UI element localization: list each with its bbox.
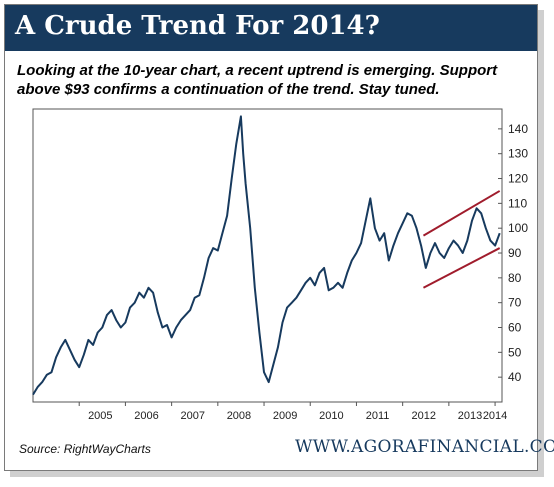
x-tick-label: 2006: [134, 410, 158, 422]
trend-channel: [422, 190, 501, 289]
price-chart: 2005 2006 2007 2008 2009 2010 2011 2012 2013 2014…: [32, 108, 528, 422]
trend-channel-lower-line: [422, 247, 501, 289]
y-tick-label: 110: [508, 196, 527, 210]
chart-title: A Crude Trend For 2014?: [15, 11, 380, 41]
title-bar: A Crude Trend For 2014?: [5, 5, 537, 51]
website-link[interactable]: WWW.AGORAFINANCIAL.COM: [295, 437, 554, 457]
chart-card: A Crude Trend For 2014? Looking at the 1…: [4, 4, 554, 471]
x-tick-label: 2008: [227, 410, 251, 422]
x-tick-label: 2007: [180, 410, 204, 422]
x-tick-label: 2011: [366, 410, 390, 422]
y-tick-label: 130: [508, 147, 528, 161]
y-tick-label: 40: [508, 370, 522, 384]
source-note: Source: RightWayCharts: [19, 442, 151, 456]
x-axis: 2005 2006 2007 2008 2009 2010 2011 2012 2013 2014: [78, 402, 507, 422]
plot-area-frame: [32, 108, 503, 403]
price-line: [32, 115, 501, 396]
x-tick-label: 2014: [483, 410, 507, 422]
y-tick-label: 140: [508, 122, 528, 136]
series-layer: [32, 115, 501, 396]
x-tick-label: 2013: [458, 410, 482, 422]
x-tick-label: 2012: [412, 410, 436, 422]
y-tick-label: 120: [508, 172, 528, 186]
chart-subtitle: Looking at the 10-year chart, a recent u…: [17, 62, 498, 98]
y-tick-label: 90: [508, 246, 522, 260]
y-tick-label: 70: [508, 296, 522, 310]
x-tick-label: 2005: [88, 410, 112, 422]
y-axis: 40 50 60 70 80 90 100 110 120 130 140: [498, 122, 528, 384]
trend-channel-upper-line: [422, 190, 501, 237]
x-tick-label: 2009: [273, 410, 297, 422]
y-tick-label: 60: [508, 321, 522, 335]
y-tick-label: 100: [508, 221, 528, 235]
y-tick-label: 50: [508, 345, 522, 359]
x-tick-label: 2010: [319, 410, 343, 422]
y-tick-label: 80: [508, 271, 522, 285]
